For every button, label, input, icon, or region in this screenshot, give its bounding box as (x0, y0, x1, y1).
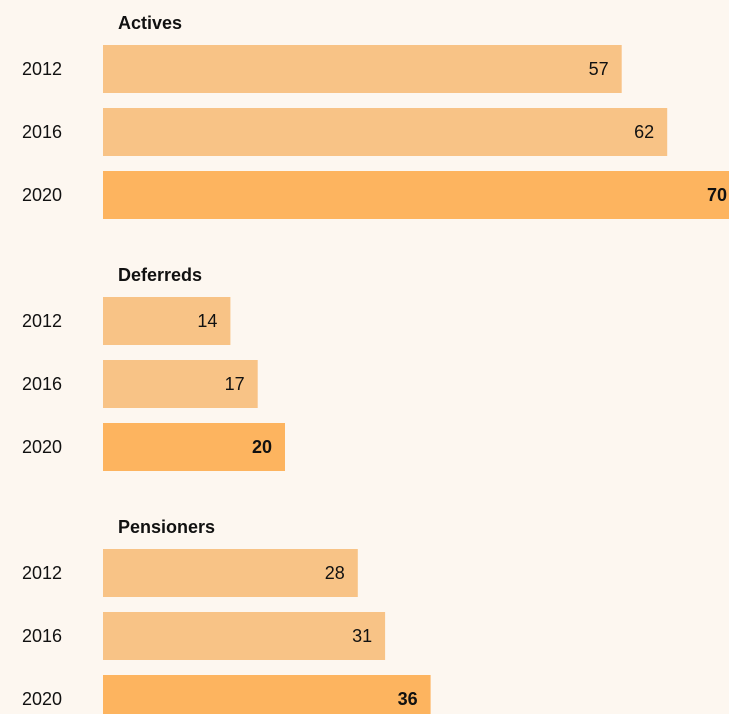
year-label: 2020 (22, 437, 62, 457)
group-title: Deferreds (118, 265, 202, 285)
bar (103, 423, 285, 471)
year-label: 2016 (22, 626, 62, 646)
bar (103, 360, 258, 408)
value-label: 17 (225, 374, 245, 394)
value-label: 28 (325, 563, 345, 583)
value-label: 70 (707, 185, 727, 205)
bar (103, 108, 668, 156)
year-label: 2020 (22, 185, 62, 205)
bar (103, 171, 729, 219)
bar (103, 612, 386, 660)
bar (103, 297, 231, 345)
bar (103, 45, 622, 93)
group-title: Pensioners (118, 517, 215, 537)
group-title: Actives (118, 13, 182, 33)
value-label: 62 (634, 122, 654, 142)
year-label: 2012 (22, 59, 62, 79)
value-label: 36 (398, 689, 418, 709)
bar (103, 675, 431, 714)
year-label: 2012 (22, 563, 62, 583)
year-label: 2016 (22, 122, 62, 142)
bar (103, 549, 358, 597)
year-label: 2012 (22, 311, 62, 331)
year-label: 2020 (22, 689, 62, 709)
value-label: 31 (352, 626, 372, 646)
value-label: 20 (252, 437, 272, 457)
value-label: 57 (589, 59, 609, 79)
value-label: 14 (197, 311, 217, 331)
year-label: 2016 (22, 374, 62, 394)
